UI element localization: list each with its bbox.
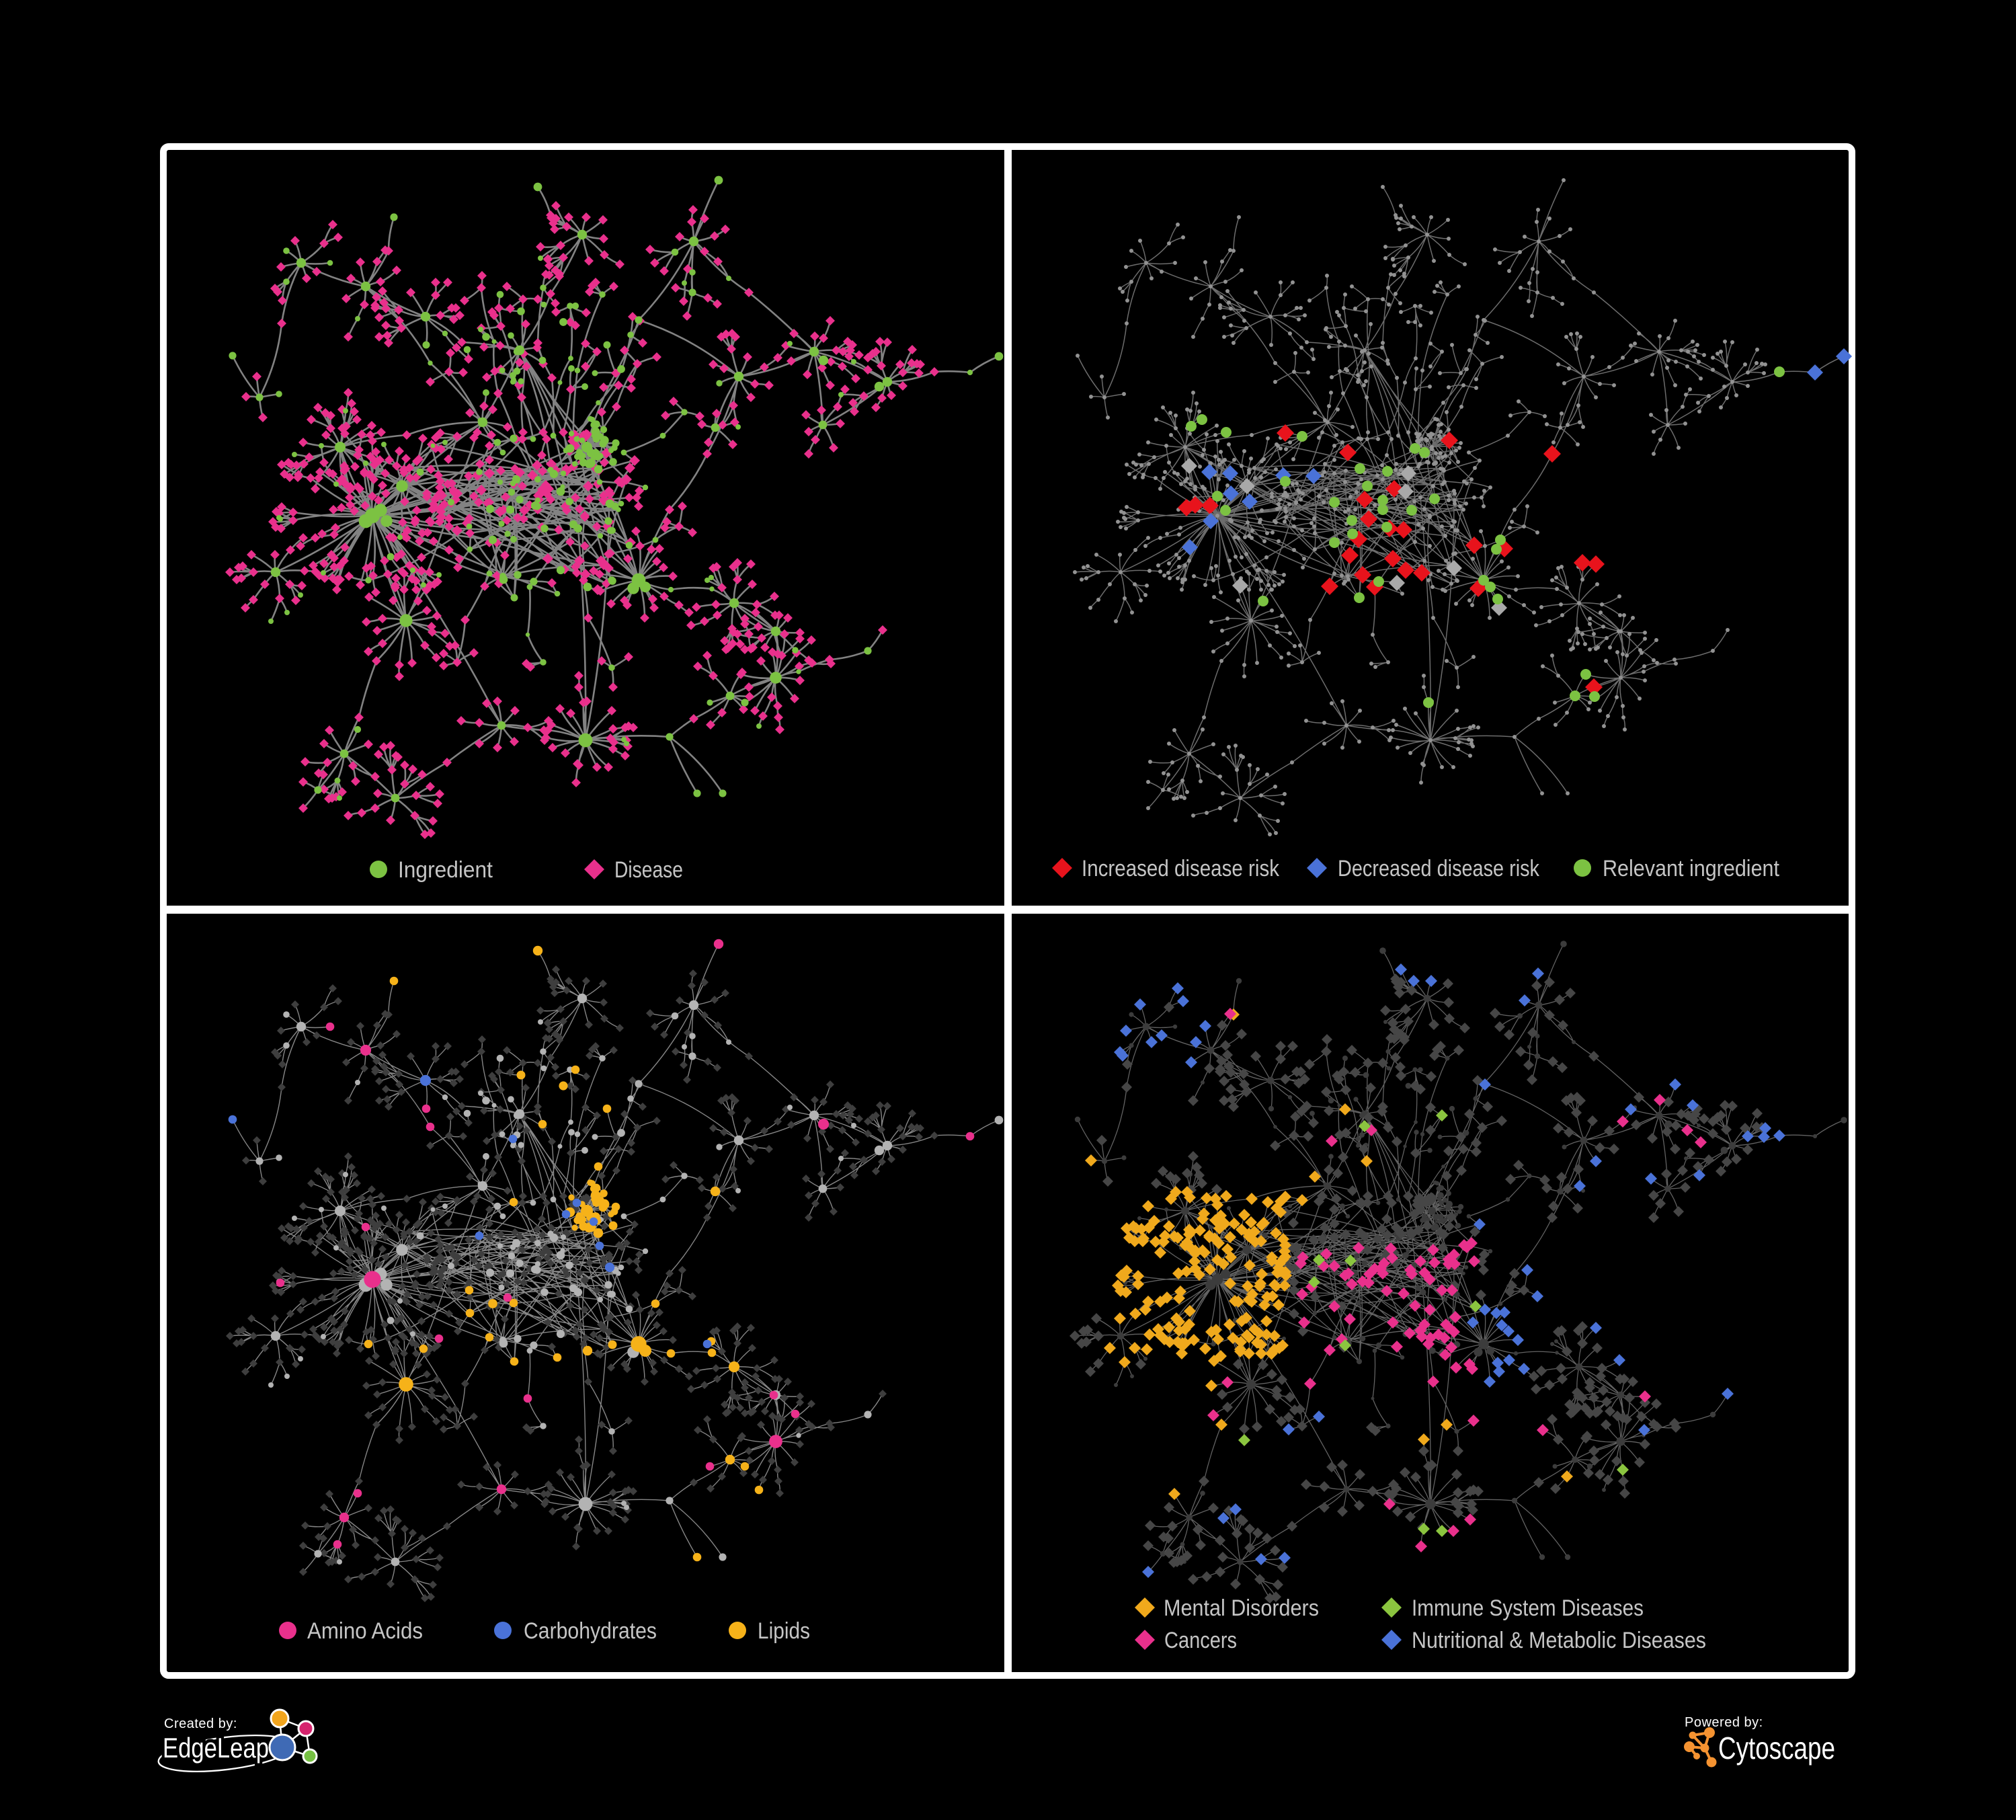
- svg-text:Mental Disorders: Mental Disorders: [1164, 1595, 1319, 1621]
- svg-text:Created by:: Created by:: [164, 1716, 237, 1731]
- svg-text:Cytoscape: Cytoscape: [1718, 1731, 1835, 1766]
- svg-text:Powered by:: Powered by:: [1685, 1715, 1763, 1730]
- svg-text:Ingredient: Ingredient: [398, 857, 493, 883]
- svg-text:Cancers: Cancers: [1164, 1628, 1237, 1653]
- svg-text:Immune System Diseases: Immune System Diseases: [1412, 1595, 1644, 1621]
- svg-text:Carbohydrates: Carbohydrates: [524, 1618, 657, 1644]
- svg-text:EdgeLeap: EdgeLeap: [163, 1732, 269, 1764]
- svg-text:Lipids: Lipids: [758, 1618, 810, 1644]
- svg-text:Amino Acids: Amino Acids: [307, 1618, 423, 1644]
- svg-text:Disease: Disease: [614, 857, 683, 883]
- svg-text:EdgeLeap: EdgeLeap: [163, 1732, 269, 1764]
- svg-text:Increased disease risk: Increased disease risk: [1082, 856, 1280, 881]
- svg-text:Nutritional & Metabolic Diseas: Nutritional & Metabolic Diseases: [1412, 1628, 1706, 1653]
- svg-text:Relevant ingredient: Relevant ingredient: [1603, 856, 1779, 881]
- svg-text:Decreased disease risk: Decreased disease risk: [1338, 856, 1540, 881]
